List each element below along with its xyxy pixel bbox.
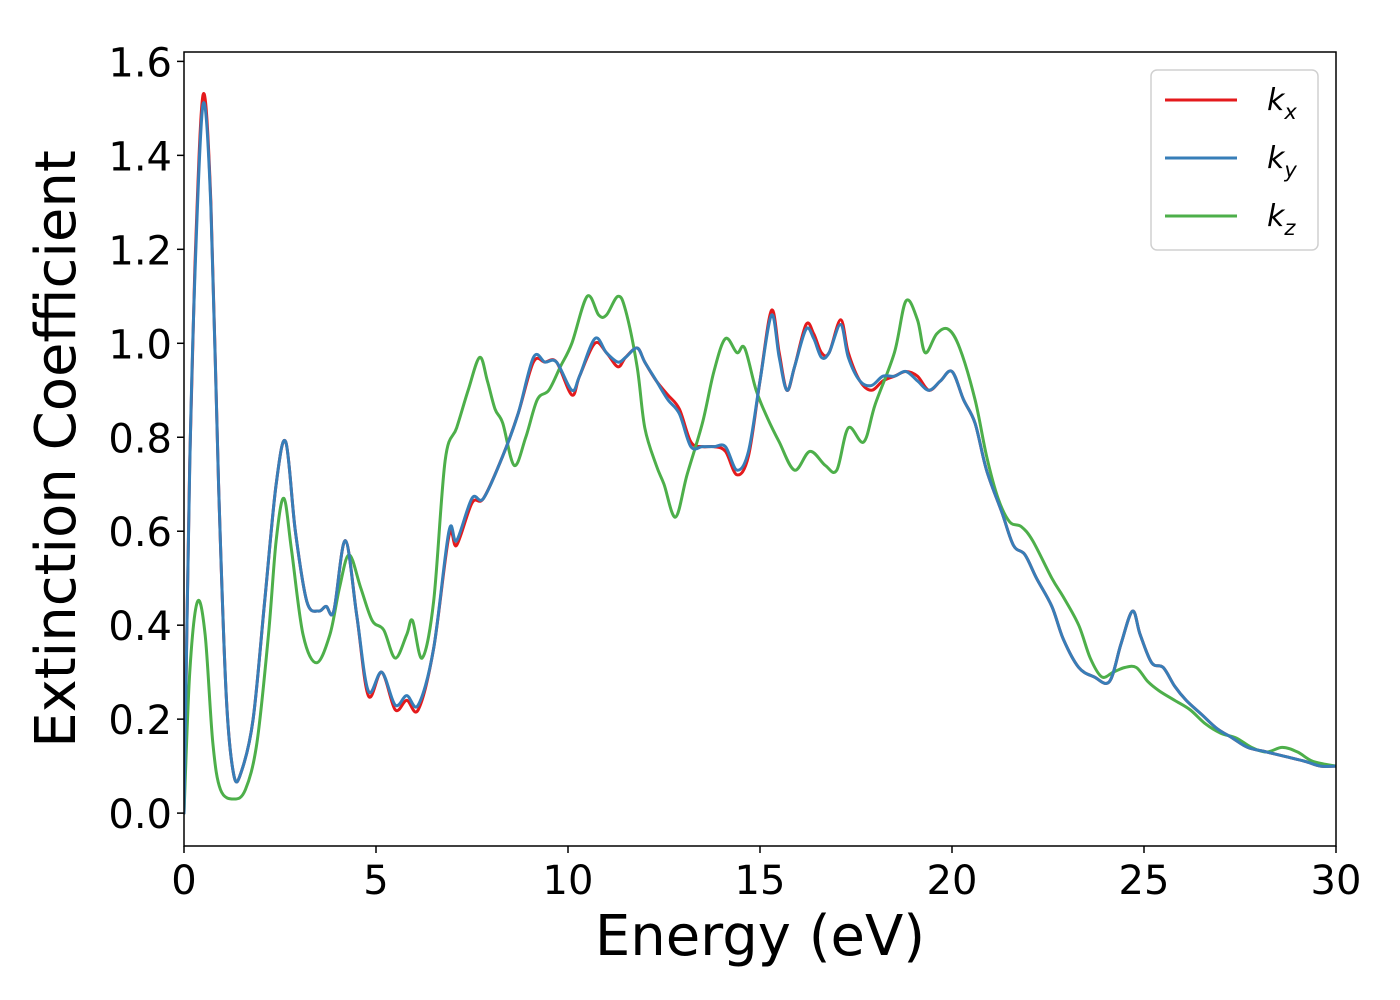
x-tick-label: 5 [363,858,388,904]
y-tick-label: 0.0 [108,792,172,838]
y-tick-label: 0.8 [108,416,172,462]
y-tick-label: 1.2 [108,228,172,274]
x-axis-title: Energy (eV) [595,904,925,969]
x-axis-ticks: 0 5 10 15 20 25 30 [171,846,1361,904]
legend-box [1150,69,1319,251]
plot-lines [184,92,1336,815]
legend: kx ky kz [1150,69,1319,251]
x-tick-label: 20 [927,858,978,904]
series-line-y [184,101,1336,815]
x-tick-label: 0 [171,858,196,904]
y-axis-title: Extinction Coefficient [24,150,89,748]
legend-label-y: ky [1267,141,1297,182]
y-tick-label: 1.6 [108,40,172,86]
x-tick-label: 10 [543,858,594,904]
y-tick-label: 1.0 [108,322,172,368]
legend-label-z: kz [1267,199,1296,240]
x-tick-label: 15 [735,858,786,904]
legend-label-x: kx [1267,83,1297,124]
y-tick-label: 0.4 [108,604,172,650]
y-tick-label: 0.6 [108,510,172,556]
y-axis-ticks: 0.0 0.2 0.4 0.6 0.8 1.0 1.2 1.4 1.6 [108,40,184,838]
y-tick-label: 0.2 [108,698,172,744]
series-line-z [184,294,1336,815]
y-tick-label: 1.4 [108,134,172,180]
x-tick-label: 30 [1311,858,1362,904]
x-tick-label: 25 [1119,858,1170,904]
